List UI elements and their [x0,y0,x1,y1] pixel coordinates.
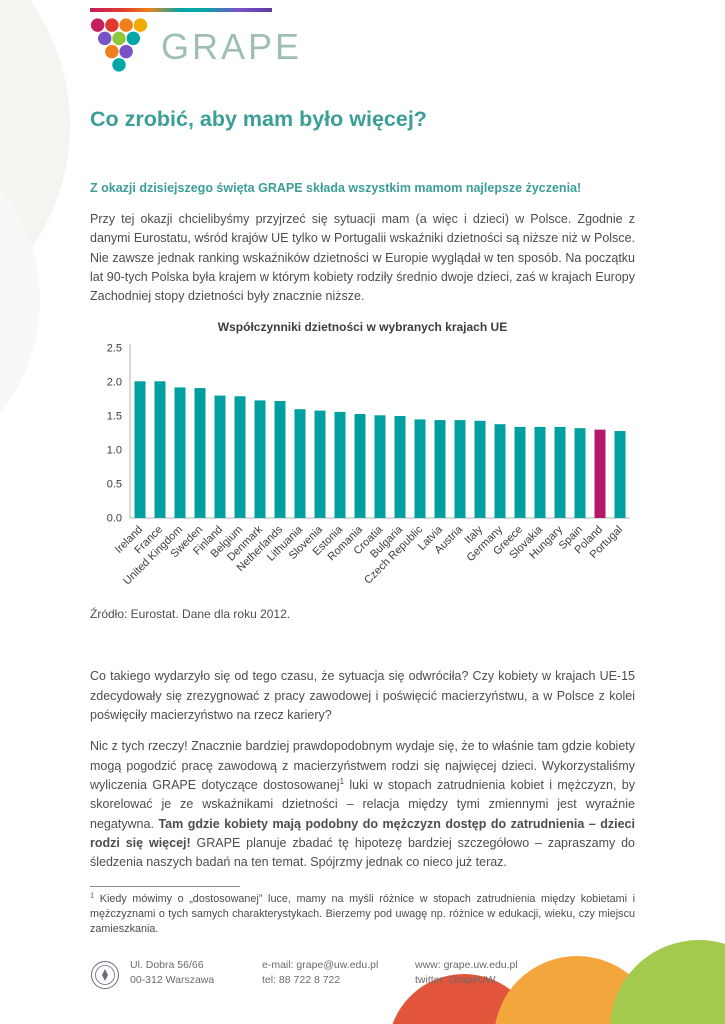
chart-source-note: Źródło: Eurostat. Dane dla roku 2012. [90,607,291,622]
brand-color-strip [90,8,272,12]
bar [494,424,506,519]
bar [594,430,606,519]
footer-email-link[interactable]: e-mail: grape@uw.edu.pl [262,959,379,971]
university-seal-icon [90,958,130,995]
chart-title: Współczynniki dzietności w wybranych kra… [217,320,508,335]
bar [194,388,206,519]
article: Co zrobić, aby mam było więcej? Z okazji… [90,107,635,937]
y-axis-tick: 2.5 [107,343,122,355]
footer-website-link[interactable]: www: grape.uw.edu.pl [415,959,518,971]
footer-contact: e-mail: grape@uw.edu.pl tel: 88 722 8 72… [262,958,415,988]
bar [134,381,146,519]
bar [614,431,626,519]
bar [214,396,226,519]
bar [354,414,366,519]
bar [174,387,186,519]
bar [334,412,346,519]
intro-greeting: Z okazji dzisiejszego święta GRAPE skład… [90,181,582,195]
page-header: GRAPE [90,8,635,75]
grape-bunch-icon [90,17,148,77]
bar [274,401,286,519]
bar [454,420,466,519]
paragraph-3: Nic z tych rzeczy! Znacznie bardziej pra… [90,739,636,870]
bar [314,411,326,519]
footer-phone: tel: 88 722 8 722 [262,974,341,986]
bar [434,420,446,519]
paragraph-1: Przy tej okazji chcielibyśmy przyjrzeć s… [90,212,635,304]
bar [474,421,486,519]
bar [374,415,386,519]
footnote: 1 Kiedy mówimy o „dostosowanej” luce, ma… [90,886,635,937]
bar [534,427,546,519]
footer-twitter-link[interactable]: twitter: GrapeUW [415,974,496,986]
y-axis-tick: 0.0 [107,513,122,525]
page-footer: Ul. Dobra 56/66 00-312 Warszawa e-mail: … [90,958,635,995]
logo-text: GRAPE [161,26,303,67]
grape-logo: GRAPE [90,17,635,77]
y-axis-tick: 2.0 [107,377,122,389]
footnote-text: 1 Kiedy mówimy o „dostosowanej” luce, ma… [90,890,635,936]
y-axis-tick: 0.5 [107,479,122,491]
y-axis-tick: 1.5 [107,411,122,423]
page-title: Co zrobić, aby mam było więcej? [90,107,427,131]
y-axis-tick: 1.0 [107,445,122,457]
paragraph-2: Co takiego wydarzyło się od tego czasu, … [90,669,635,723]
fertility-chart: Współczynniki dzietności w wybranych kra… [90,320,635,601]
bar [154,381,166,519]
address-line-2: 00-312 Warszawa [130,974,215,986]
bar [554,427,566,519]
bar [414,419,426,519]
address-line-1: Ul. Dobra 56/66 [130,959,204,971]
bar [394,416,406,519]
footer-web: www: grape.uw.edu.pl twitter: GrapeUW [415,958,635,988]
footnote-divider [90,886,240,888]
bar [574,428,586,519]
bar [234,396,246,519]
chart-plot-area: 0.0 0.5 1.0 1.5 2.0 2.5 Ireland France United Ki… [90,338,635,601]
footer-address: Ul. Dobra 56/66 00-312 Warszawa [130,958,262,988]
bar [254,400,266,519]
bar [294,409,306,519]
bar [514,427,526,519]
